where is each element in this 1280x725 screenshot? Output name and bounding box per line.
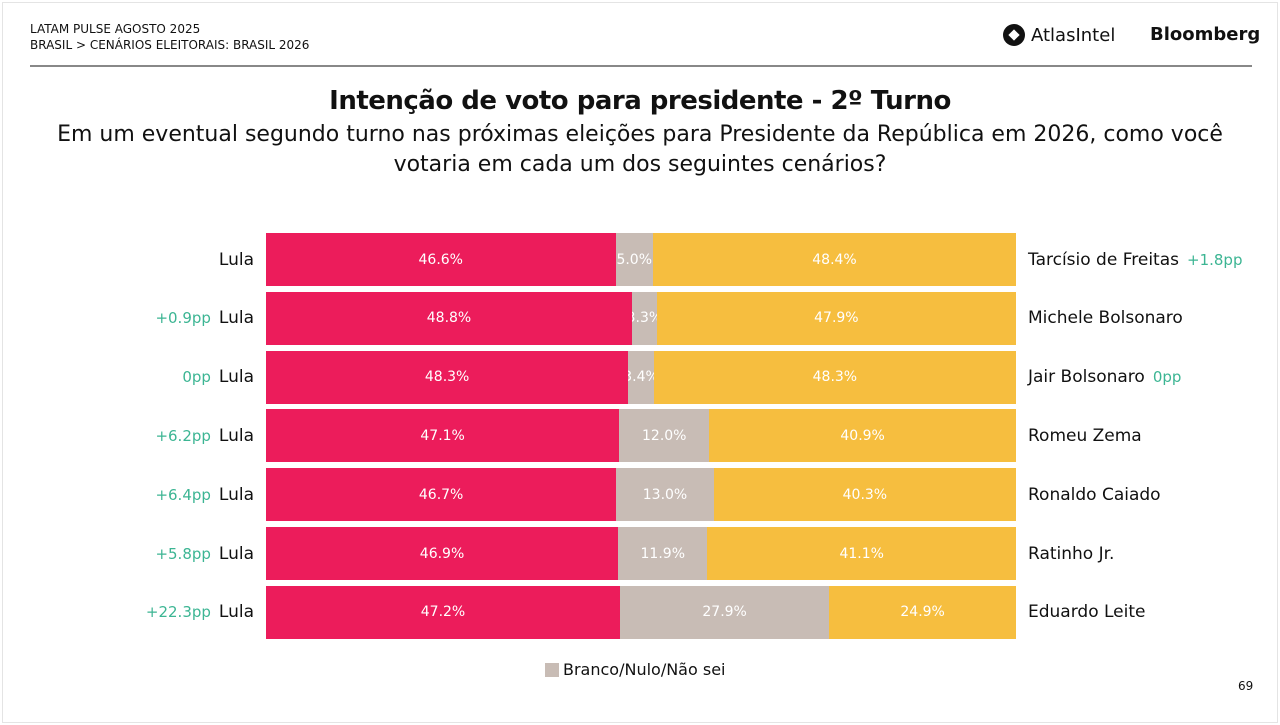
opponent-segment: 40.3%: [713, 468, 1016, 522]
left-candidate: +22.3pp Lula: [146, 586, 254, 639]
right-delta: 0pp: [1152, 368, 1182, 387]
lula-segment: 48.8%: [266, 291, 632, 345]
left-delta: +5.8pp: [155, 544, 211, 563]
right-candidate: Ronaldo Caiado: [1028, 468, 1161, 521]
right-candidate: Ratinho Jr.: [1028, 527, 1114, 580]
candidate-name: Lula: [218, 367, 254, 388]
blank-segment: 12.0%: [619, 409, 710, 463]
candidate-name: Romeu Zema: [1028, 425, 1142, 446]
bar-row: 47.1% 12.0% 40.9% +6.2pp Lula Romeu Zema: [0, 409, 1280, 463]
left-candidate: 0pp Lula: [182, 351, 254, 404]
candidate-name: Tarcísio de Freitas: [1028, 249, 1179, 270]
legend-swatch: [545, 662, 559, 677]
left-delta: +22.3pp: [145, 603, 211, 622]
opponent-segment: 41.1%: [707, 527, 1016, 580]
left-candidate: +6.4pp Lula: [155, 468, 254, 521]
left-delta: +6.2pp: [155, 426, 211, 445]
page-number: 69: [1238, 679, 1254, 693]
candidate-name: Lula: [218, 484, 254, 505]
candidate-name: Ratinho Jr.: [1028, 543, 1115, 564]
left-delta: +6.4pp: [155, 485, 211, 504]
left-candidate: +5.8pp Lula: [155, 527, 254, 580]
opponent-segment: 24.9%: [829, 585, 1016, 639]
right-delta: +1.8pp: [1187, 250, 1243, 269]
left-candidate: +6.2pp Lula: [155, 409, 254, 462]
blank-segment: 3.3%: [632, 291, 657, 345]
atlasintel-logo: AtlasIntel: [1003, 24, 1115, 46]
bloomberg-logo: Bloomberg: [1150, 24, 1261, 45]
left-delta: 0pp: [182, 368, 211, 387]
candidate-name: Lula: [218, 602, 254, 623]
lula-segment: 46.6%: [266, 233, 616, 286]
header-divider: [30, 65, 1252, 67]
left-delta: +0.9pp: [155, 309, 211, 328]
blank-segment: 5.0%: [615, 233, 653, 286]
bar-row: 48.8%3.3%47.9% +0.9pp Lula Michele Bolsonar…: [0, 291, 1280, 345]
right-candidate: Michele Bolsonaro: [1028, 292, 1183, 345]
bar-row: 48.3%3.4%48.3% 0pp Lula Jair Bolsonaro 0pp: [0, 350, 1280, 404]
bar-row: 47.2% 27.9% 24.9% +22.3pp Lula Eduardo Leite: [0, 585, 1280, 639]
blank-segment: 3.4%: [628, 350, 654, 404]
breadcrumb: BRASIL > CENÁRIOS ELEITORAIS: BRASIL 202…: [30, 38, 310, 52]
subtitle-text: Em um eventual segundo turno nas próxima…: [57, 122, 1223, 177]
blank-segment: 11.9%: [618, 527, 708, 580]
candidate-name: Jair Bolsonaro: [1028, 367, 1145, 388]
bar-row: 46.9% 11.9% 41.1% +5.8pp Lula Ratinho Jr.: [0, 527, 1280, 580]
chart-subtitle: Em um eventual segundo turno nas próxima…: [0, 120, 1280, 180]
left-candidate: Lula: [219, 233, 254, 286]
right-candidate: Romeu Zema: [1028, 409, 1142, 462]
lula-segment: 48.3%: [266, 350, 629, 404]
opponent-segment: 40.9%: [709, 409, 1016, 463]
opponent-segment: 47.9%: [656, 291, 1016, 345]
lula-segment: 47.2%: [266, 585, 620, 639]
right-candidate: Jair Bolsonaro 0pp: [1028, 351, 1181, 404]
blank-segment: 13.0%: [616, 468, 714, 522]
bar-row: 46.6% 5.0% 48.4% Lula Tarcísio de Freitas +1.…: [0, 233, 1280, 286]
candidate-name: Lula: [218, 249, 254, 270]
candidate-name: Lula: [218, 308, 254, 329]
candidate-name: Michele Bolsonaro: [1028, 308, 1183, 329]
right-candidate: Eduardo Leite: [1028, 586, 1146, 639]
opponent-segment: 48.4%: [653, 233, 1016, 286]
legend-label: Branco/Nulo/Não sei: [563, 660, 726, 679]
chart-title: Intenção de voto para presidente - 2º Tu…: [329, 86, 951, 116]
opponent-segment: 48.3%: [653, 350, 1016, 404]
lula-segment: 46.9%: [266, 527, 619, 580]
candidate-name: Ronaldo Caiado: [1028, 484, 1161, 505]
legend: Branco/Nulo/Não sei: [545, 660, 725, 679]
blank-segment: 27.9%: [620, 585, 830, 639]
candidate-name: Eduardo Leite: [1028, 602, 1146, 623]
right-candidate: Tarcísio de Freitas +1.8pp: [1028, 233, 1242, 286]
bar-row: 46.7% 13.0% 40.3% +6.4pp Lula Ronaldo Caiado: [0, 468, 1280, 522]
lula-segment: 47.1%: [266, 409, 620, 463]
left-candidate: +0.9pp Lula: [155, 292, 254, 345]
lula-segment: 46.7%: [266, 468, 617, 522]
header-line1: LATAM PULSE AGOSTO 2025: [30, 22, 201, 36]
candidate-name: Lula: [218, 425, 254, 446]
atlas-logo-icon: [1003, 24, 1025, 46]
atlas-logo-text: AtlasIntel: [1031, 24, 1116, 46]
candidate-name: Lula: [218, 543, 254, 564]
